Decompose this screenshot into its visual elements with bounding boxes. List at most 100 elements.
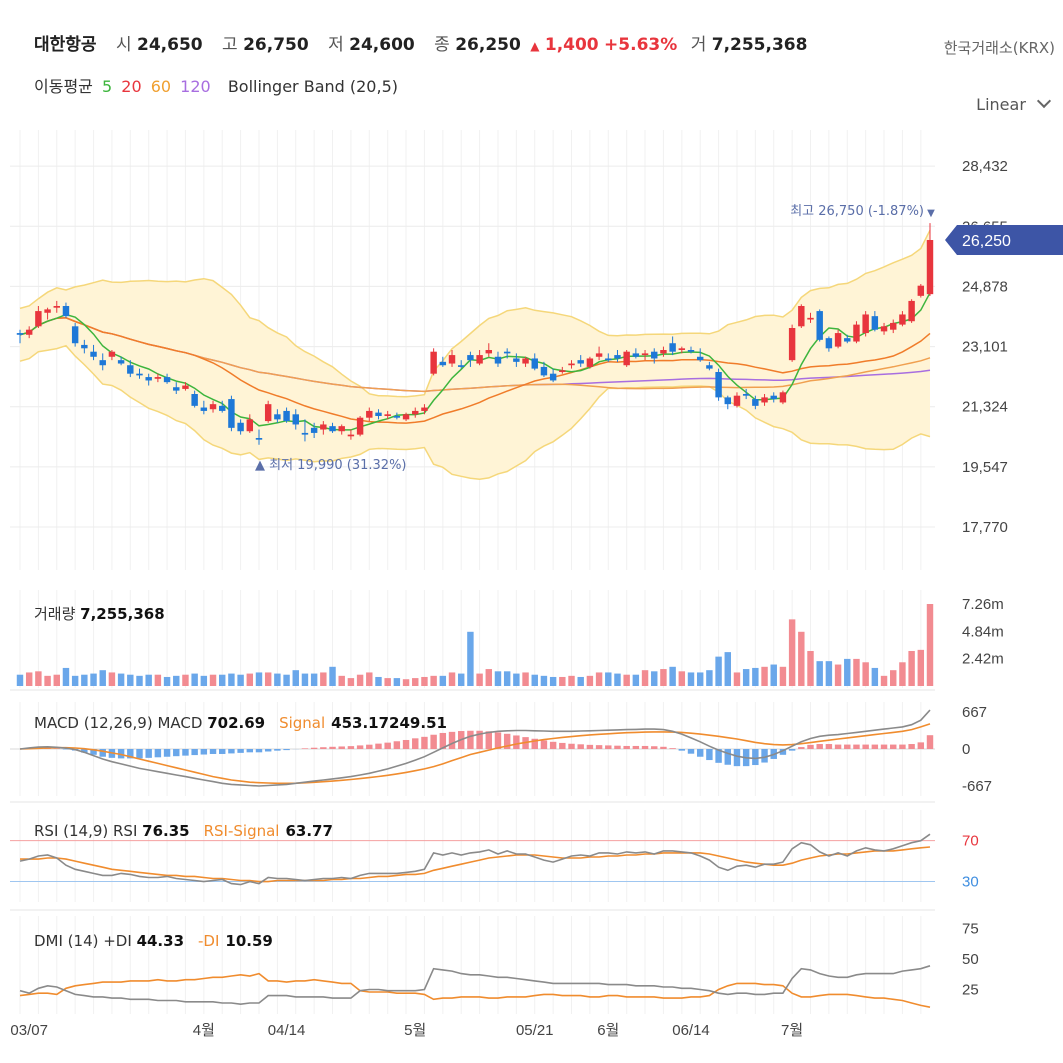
candle-body bbox=[53, 306, 60, 308]
volume-bar bbox=[696, 672, 704, 686]
macd-histogram-bar bbox=[853, 744, 860, 749]
ma-legend[interactable]: 이동평균 5 20 60 120 Bollinger Band (20,5) bbox=[34, 73, 398, 97]
volume-bar bbox=[862, 662, 869, 686]
macd-histogram-bar bbox=[173, 749, 180, 757]
dmi-minus-line bbox=[19, 972, 931, 1008]
x-tick-label: 6월 bbox=[597, 1022, 619, 1039]
macd-histogram-bar bbox=[669, 748, 676, 749]
macd-histogram-bar bbox=[678, 749, 686, 751]
macd-histogram-bar bbox=[752, 749, 759, 766]
candle-body bbox=[660, 350, 667, 354]
low-value: 24,600 bbox=[349, 35, 415, 55]
volume-bar bbox=[779, 666, 787, 686]
macd-histogram-bar bbox=[375, 743, 382, 749]
candle-body bbox=[715, 372, 722, 398]
macd-histogram-bar bbox=[798, 747, 805, 749]
candle-body bbox=[605, 358, 612, 361]
stock-name: 대한항공 bbox=[34, 35, 97, 55]
open-value: 24,650 bbox=[137, 35, 203, 55]
candle-body bbox=[651, 351, 658, 359]
volume-bar bbox=[531, 674, 538, 686]
candle-body bbox=[264, 404, 272, 422]
candle-body bbox=[81, 344, 88, 349]
ma5-line bbox=[19, 292, 931, 431]
volume-bar bbox=[844, 658, 851, 686]
macd-histogram-bar bbox=[274, 749, 281, 751]
volume-bar bbox=[384, 678, 391, 686]
bollinger-label: Bollinger Band (20,5) bbox=[227, 77, 398, 96]
current-price-label: 26,250 bbox=[962, 233, 1011, 250]
volume-bar bbox=[485, 669, 493, 686]
macd-histogram-bar bbox=[439, 732, 447, 749]
candle-body bbox=[899, 314, 906, 325]
candle-body bbox=[476, 355, 483, 364]
ma5-label: 5 bbox=[101, 77, 113, 96]
scale-select[interactable]: Linear bbox=[976, 93, 1052, 114]
close-value: 26,250 bbox=[455, 35, 521, 55]
candle-body bbox=[678, 348, 686, 350]
macd-histogram-bar bbox=[310, 747, 318, 749]
open-label: 시 bbox=[115, 35, 132, 55]
candle-body bbox=[632, 353, 640, 357]
macd-histogram-bar bbox=[595, 745, 603, 749]
volume-bar bbox=[513, 673, 520, 686]
price-y-tick-label: 23,101 bbox=[962, 339, 1008, 356]
volume-bar bbox=[62, 667, 70, 686]
volume-bar bbox=[457, 673, 465, 686]
volume-bar bbox=[375, 676, 382, 686]
candle-body bbox=[669, 343, 676, 352]
macd-histogram-bar bbox=[237, 749, 244, 753]
candle-body bbox=[586, 358, 594, 367]
volume-bar bbox=[71, 675, 79, 686]
candle-body bbox=[246, 419, 254, 432]
volume-bar bbox=[623, 674, 630, 686]
macd-histogram-bar bbox=[614, 745, 621, 749]
volume-bar bbox=[90, 673, 97, 686]
volume-bar bbox=[917, 649, 925, 686]
volume-bar bbox=[44, 675, 51, 686]
macd-y-tick-label: 0 bbox=[962, 741, 970, 758]
rsi-value: 76.35 bbox=[142, 822, 189, 840]
macd-histogram-bar bbox=[246, 749, 254, 753]
candle-body bbox=[274, 414, 281, 420]
close-label: 종 bbox=[434, 35, 450, 55]
volume-bar bbox=[255, 672, 263, 686]
candle-body bbox=[439, 361, 447, 366]
volume-bar bbox=[605, 672, 612, 686]
macd-histogram-bar bbox=[412, 738, 419, 749]
macd-histogram-bar bbox=[430, 734, 437, 749]
volume-bar bbox=[145, 674, 152, 686]
macd-histogram-bar bbox=[136, 749, 143, 759]
candle-body bbox=[255, 438, 263, 440]
volume-bar bbox=[421, 676, 428, 686]
rsi-signal-value: 63.77 bbox=[285, 822, 332, 840]
candle-body bbox=[99, 360, 106, 366]
macd-histogram-bar bbox=[807, 744, 814, 749]
volume-bar bbox=[81, 674, 88, 686]
volume-bar bbox=[632, 674, 640, 686]
volume-bar bbox=[586, 675, 594, 686]
price-y-tick-label: 28,432 bbox=[962, 158, 1008, 175]
macd-histogram-bar bbox=[834, 744, 842, 749]
volume-bar bbox=[366, 672, 373, 686]
volume-bar bbox=[16, 674, 24, 686]
candle-body bbox=[430, 351, 437, 374]
volume-bar bbox=[522, 672, 529, 686]
volume-bars bbox=[16, 604, 934, 686]
volume-bar bbox=[834, 664, 842, 686]
macd-histogram-bar bbox=[715, 749, 722, 763]
volume-bar bbox=[651, 671, 658, 686]
candle-body bbox=[696, 356, 704, 361]
volume-bar bbox=[825, 661, 833, 686]
volume-bar bbox=[228, 673, 235, 686]
price-y-tick-label: 24,878 bbox=[962, 278, 1008, 295]
macd-histogram-bar bbox=[219, 749, 226, 754]
candle-body bbox=[853, 324, 860, 342]
candle-body bbox=[522, 358, 529, 364]
macd-histogram-bar bbox=[448, 731, 456, 749]
candle-body bbox=[880, 326, 888, 332]
ma120-label: 120 bbox=[180, 77, 211, 96]
candle-body bbox=[71, 326, 79, 344]
ma-label: 이동평균 bbox=[34, 77, 93, 96]
